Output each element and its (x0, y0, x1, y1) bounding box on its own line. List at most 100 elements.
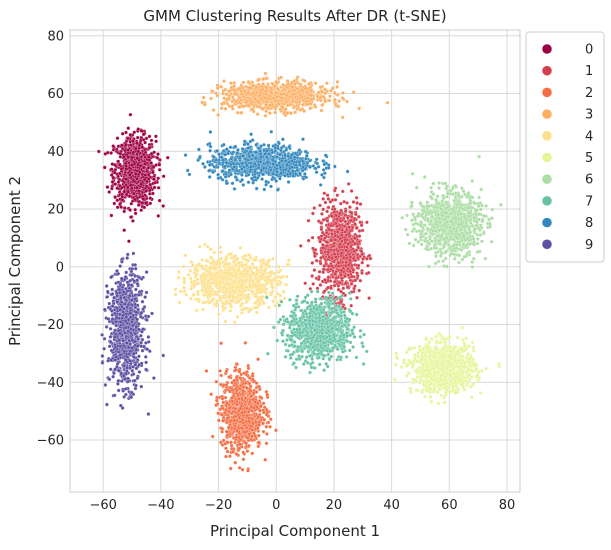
data-point (127, 166, 132, 171)
data-point (131, 178, 136, 183)
data-point (323, 87, 327, 92)
data-point (206, 286, 211, 291)
data-point (278, 280, 283, 285)
data-point (232, 378, 236, 383)
data-point (335, 85, 339, 89)
data-point (182, 289, 187, 294)
data-point (320, 245, 325, 250)
data-point (246, 269, 250, 274)
data-point (269, 86, 274, 90)
data-point (358, 278, 363, 283)
data-point (223, 319, 228, 324)
data-point (129, 163, 134, 167)
data-point (273, 110, 278, 115)
data-point (224, 276, 228, 281)
data-point (173, 292, 178, 297)
data-point (357, 106, 361, 111)
data-point (135, 185, 139, 190)
data-point (141, 165, 146, 170)
data-point (135, 156, 140, 161)
data-point (261, 410, 266, 415)
data-point (219, 412, 224, 417)
data-points (96, 71, 503, 473)
data-point (224, 429, 229, 434)
data-point (230, 396, 235, 400)
data-point (324, 230, 329, 235)
data-point (332, 259, 336, 264)
data-point (349, 214, 354, 219)
data-point (263, 95, 267, 100)
data-point (275, 95, 279, 100)
data-point (252, 400, 257, 404)
data-point (215, 86, 220, 90)
data-point (305, 102, 310, 107)
data-point (264, 412, 269, 417)
data-point (439, 393, 444, 398)
data-point (262, 417, 267, 422)
data-point (278, 293, 283, 298)
data-point (245, 406, 250, 411)
data-point (261, 82, 265, 86)
data-point (235, 402, 239, 407)
data-point (212, 250, 216, 255)
data-point (323, 200, 328, 205)
data-point (200, 264, 204, 269)
data-point (320, 230, 325, 235)
data-point (246, 409, 251, 414)
data-point (246, 103, 251, 108)
data-point (233, 88, 238, 93)
data-point (201, 307, 205, 312)
data-point (212, 266, 217, 271)
data-point (105, 185, 110, 189)
data-point (219, 84, 223, 89)
data-point (211, 108, 216, 112)
data-point (232, 320, 237, 325)
data-point (258, 93, 262, 97)
data-point (235, 314, 240, 319)
data-point (249, 437, 253, 442)
data-point (148, 196, 153, 200)
data-point (119, 167, 124, 171)
data-point (409, 390, 413, 394)
data-point (116, 159, 121, 164)
data-point (325, 193, 330, 198)
data-point (224, 268, 228, 272)
data-point (235, 362, 239, 367)
data-point (109, 167, 114, 172)
data-point (182, 276, 187, 281)
data-point (337, 99, 341, 103)
data-point (257, 440, 261, 445)
data-point (367, 296, 371, 300)
data-point (319, 227, 324, 232)
data-point (151, 170, 155, 175)
data-point (292, 88, 297, 93)
data-point (202, 102, 207, 107)
data-point (188, 268, 193, 273)
data-point (177, 300, 182, 305)
data-point (137, 170, 142, 175)
data-point (133, 197, 137, 202)
data-point (429, 337, 434, 341)
data-point (365, 220, 369, 225)
data-point (321, 94, 326, 99)
data-point (402, 360, 406, 365)
data-point (144, 184, 149, 189)
data-point (291, 98, 296, 103)
data-point (136, 149, 141, 154)
data-point (325, 240, 329, 245)
data-point (356, 263, 361, 268)
data-point (319, 251, 324, 255)
data-point (233, 460, 238, 465)
data-point (335, 224, 340, 229)
data-point (230, 399, 235, 404)
data-point (315, 286, 320, 291)
data-point (234, 295, 239, 300)
data-point (326, 278, 331, 283)
data-point (355, 206, 359, 211)
data-point (338, 201, 343, 206)
data-point (257, 423, 261, 427)
data-point (248, 388, 253, 393)
data-point (264, 103, 268, 107)
data-point (323, 277, 327, 282)
data-point (311, 211, 315, 216)
